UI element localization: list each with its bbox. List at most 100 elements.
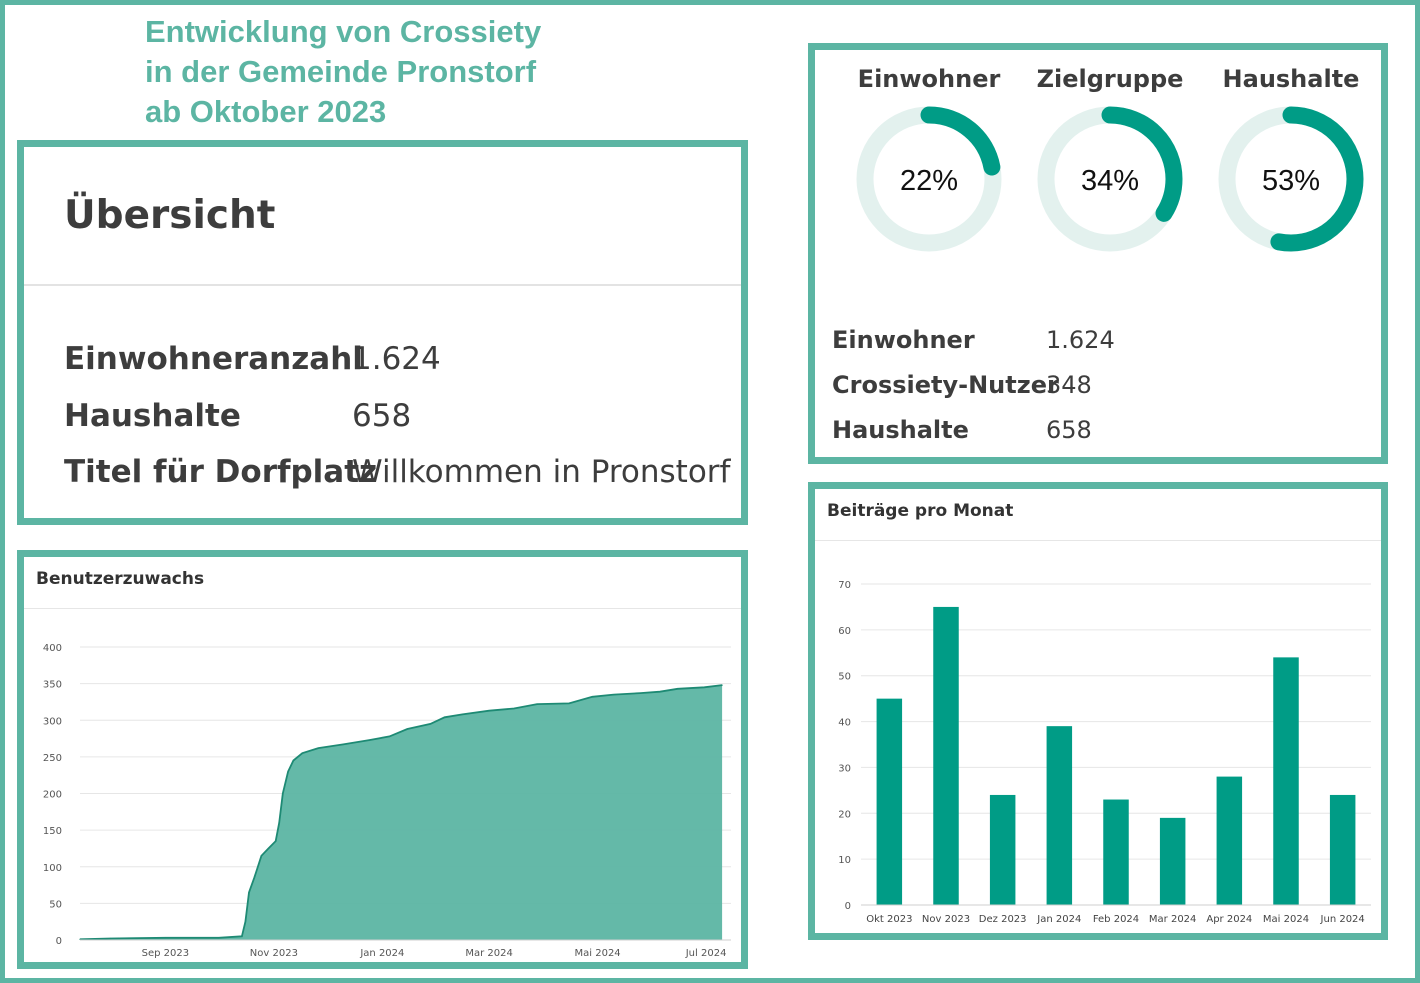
- y-tick-label: 250: [43, 753, 62, 764]
- data-point: [677, 688, 679, 690]
- overview-row-label: Einwohneranzahl: [64, 341, 363, 377]
- y-tick-label: 0: [56, 936, 62, 947]
- data-point: [287, 770, 289, 773]
- ring-percent: 53%: [1262, 165, 1320, 197]
- y-tick-label: 10: [838, 855, 851, 866]
- bar: [1216, 776, 1243, 905]
- data-point: [275, 840, 277, 842]
- x-tick-label: Feb 2024: [1093, 914, 1139, 925]
- ring-gauge: 53%: [1218, 106, 1364, 252]
- stat-value: 1.624: [1046, 326, 1115, 354]
- data-point: [369, 739, 371, 741]
- x-tick-label: Nov 2023: [250, 948, 298, 959]
- overview-title: Übersicht: [64, 193, 276, 238]
- x-tick-label: Mar 2024: [1149, 914, 1197, 925]
- overview-row-label: Haushalte: [64, 398, 241, 434]
- overview-row-value: 1.624: [352, 341, 441, 377]
- data-point: [253, 877, 255, 879]
- ring-percent: 22%: [900, 165, 958, 197]
- chart-divider: [24, 608, 741, 609]
- y-tick-label: 0: [845, 901, 851, 912]
- overview-row-label: Titel für Dorfplatz: [64, 454, 378, 490]
- data-point: [164, 937, 166, 939]
- data-point: [282, 792, 284, 795]
- x-tick-label: Mai 2024: [1263, 914, 1309, 925]
- bar: [1273, 657, 1299, 905]
- overview-divider: [24, 284, 741, 286]
- ring-residents: Einwohner 22%: [839, 65, 1019, 259]
- ring-households: Haushalte 53%: [1201, 65, 1381, 259]
- headline-line: in der Gemeinde Pronstorf: [145, 54, 537, 89]
- overview-panel: Übersicht Einwohneranzahl 1.624 Haushalt…: [17, 140, 748, 525]
- overview-row-value: 658: [352, 398, 412, 434]
- x-tick-label: Sep 2023: [142, 948, 189, 959]
- x-tick-label: Jan 2024: [1036, 914, 1081, 925]
- ring-fill: [1218, 106, 1364, 252]
- y-tick-label: 50: [49, 899, 62, 910]
- data-point: [536, 703, 538, 705]
- area-fill: [80, 685, 723, 940]
- x-tick-label: Mai 2024: [575, 948, 621, 959]
- stat-value: 348: [1046, 371, 1092, 399]
- y-tick-label: 60: [838, 626, 851, 637]
- bar: [1159, 817, 1186, 905]
- data-point: [513, 707, 515, 710]
- stat-label: Einwohner: [832, 326, 975, 354]
- y-tick-label: 40: [838, 718, 851, 729]
- data-point: [703, 686, 705, 688]
- data-point: [488, 710, 490, 712]
- stat-label: Haushalte: [832, 416, 969, 444]
- y-tick-label: 70: [838, 580, 851, 591]
- y-tick-label: 300: [43, 716, 62, 727]
- user-growth-chart: 0 50 100 150 200 250 300 350 400 Sep 2023 Nov 2023…: [43, 643, 731, 959]
- y-tick-label: 50: [838, 672, 851, 683]
- headline-line: Entwicklung von Crossiety: [145, 14, 542, 49]
- ring-target-group: Zielgruppe 34%: [1020, 65, 1200, 259]
- x-tick-label: Mar 2024: [465, 948, 513, 959]
- posts-per-month-panel: Beiträge pro Monat 0 10 20 30 40 50 60 70 Okt 20…: [808, 482, 1388, 940]
- bar: [1103, 799, 1129, 905]
- data-point: [613, 694, 615, 696]
- data-point: [461, 713, 464, 715]
- data-point: [260, 855, 263, 857]
- rings-panel: Einwohner 22% Zielgruppe 34% Haushalte 5…: [808, 43, 1388, 464]
- y-tick-label: 350: [43, 680, 62, 691]
- user-growth-panel: Benutzerzuwachs 0 50 100 150 200 250 300 350 400…: [17, 550, 748, 969]
- stat-value: 658: [1046, 416, 1092, 444]
- data-point: [292, 759, 295, 762]
- chart-title: Beiträge pro Monat: [827, 501, 1014, 521]
- y-tick-label: 20: [838, 809, 851, 820]
- data-point: [591, 696, 593, 698]
- x-tick-label: Okt 2023: [866, 914, 912, 925]
- posts-per-month-chart: 0 10 20 30 40 50 60 70 Okt 2023 Nov 2023 Dez 2023 J…: [838, 580, 1371, 925]
- bar: [933, 606, 959, 905]
- y-tick-label: 100: [43, 863, 62, 874]
- data-point: [218, 937, 220, 939]
- y-tick-label: 400: [43, 643, 62, 654]
- bar: [1046, 726, 1073, 905]
- ring-title: Einwohner: [857, 65, 1001, 93]
- bar: [989, 794, 1016, 905]
- data-point: [278, 822, 280, 824]
- x-tick-label: Nov 2023: [922, 914, 970, 925]
- ring-title: Haushalte: [1222, 65, 1360, 93]
- data-point: [406, 728, 408, 730]
- data-point: [429, 723, 432, 725]
- data-point: [388, 735, 391, 737]
- x-tick-label: Jun 2024: [1320, 914, 1365, 925]
- data-point: [241, 935, 243, 937]
- ring-gauge: 34%: [1037, 106, 1183, 252]
- ring-title: Zielgruppe: [1036, 65, 1184, 93]
- y-tick-label: 150: [43, 826, 62, 837]
- x-tick-label: Dez 2023: [979, 914, 1027, 925]
- chart-title: Benutzerzuwachs: [36, 569, 205, 589]
- data-point: [342, 743, 344, 746]
- data-point: [568, 702, 570, 705]
- data-point: [721, 684, 723, 686]
- ring-fill: [1037, 106, 1183, 252]
- overview-row-value: Willkommen in Pronstorf: [352, 454, 731, 490]
- data-point: [244, 921, 247, 923]
- data-point: [301, 752, 303, 754]
- y-tick-label: 200: [43, 790, 62, 801]
